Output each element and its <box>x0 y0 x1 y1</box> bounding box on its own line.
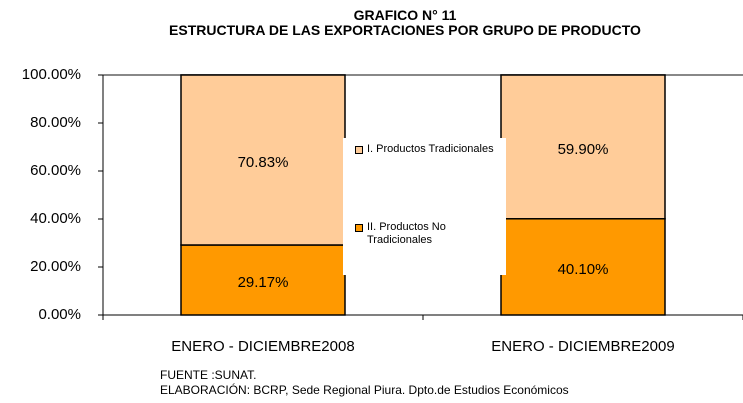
y-tick-label: 20.00% <box>30 258 81 275</box>
legend-label: I. Productos Tradicionales <box>367 143 494 155</box>
source-note: FUENTE :SUNAT. <box>160 368 257 382</box>
y-tick-label: 0.00% <box>38 306 81 323</box>
legend-entry: II. Productos No Tradicionales <box>355 221 507 247</box>
legend-label: II. Productos No Tradicionales <box>367 221 446 246</box>
y-tick-label: 40.00% <box>30 210 81 227</box>
x-tick-label: ENERO - DICIEMBRE2008 <box>171 338 354 355</box>
y-tick-label: 80.00% <box>30 114 81 131</box>
y-tick-label: 100.00% <box>22 66 81 83</box>
value-label: 70.83% <box>238 154 289 171</box>
legend-swatch <box>355 146 363 154</box>
legend-swatch <box>355 224 363 232</box>
bar-segment <box>180 244 346 316</box>
y-tick-label: 60.00% <box>30 162 81 179</box>
value-label: 29.17% <box>238 274 289 291</box>
credit-note: ELABORACIÓN: BCRP, Sede Regional Piura. … <box>160 383 569 397</box>
chart-subtitle: ESTRUCTURA DE LAS EXPORTACIONES POR GRUP… <box>169 22 641 38</box>
value-label: 40.10% <box>558 261 609 278</box>
bar-segment <box>180 74 346 246</box>
legend-entry: I. Productos Tradicionales <box>355 143 507 156</box>
value-label: 59.90% <box>558 141 609 158</box>
x-tick-label: ENERO - DICIEMBRE2009 <box>491 338 674 355</box>
chart-title: GRAFICO N° 11 <box>353 7 457 23</box>
legend-box <box>343 138 506 275</box>
